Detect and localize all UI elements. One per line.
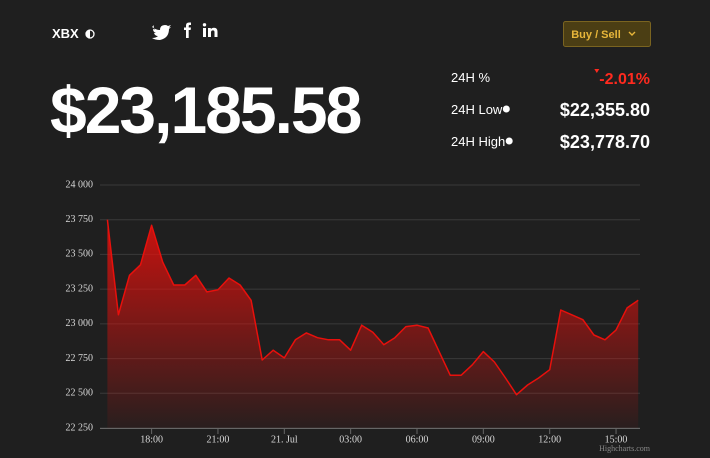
linkedin-icon[interactable] [202,23,218,37]
credit: Highcharts.com [599,444,651,453]
area [107,219,639,428]
facebook-icon[interactable] [184,22,191,39]
y-tick-label: 24 000 [66,179,94,190]
y-tick-label: 23 250 [66,283,94,294]
twitter-icon[interactable] [152,25,171,40]
button-label[interactable]: Buy / Sell [571,29,621,41]
y-tick-label: 23 000 [66,318,94,329]
y-tick-label: 23 750 [66,214,94,225]
stat-label: 24H Low [451,102,503,117]
x-tick-label: 15:00 [605,434,628,445]
stat-value: $23,778.70 [560,132,650,152]
stat-value: $22,355.80 [560,100,650,120]
x-tick-label: 18:00 [140,434,163,445]
theme-icon[interactable] [85,29,95,39]
price-line [106,219,639,396]
info-icon [502,105,510,113]
y-tick-label: 22 500 [66,388,94,399]
x-tick-label: 21:00 [207,434,230,445]
x-tick-label: 09:00 [472,434,495,445]
y-tick-label: 23 500 [66,249,94,260]
symbol: XBX [52,26,79,41]
x-tick-label: 03:00 [339,434,362,445]
stat-value: -2.01% [599,71,650,88]
info-icon [505,137,513,145]
y-tick-label: 22 250 [66,422,94,433]
x-tick-label: 06:00 [406,434,429,445]
x-tick-label: 21. Jul [271,434,298,445]
buy-sell-button[interactable]: Buy / Sell [563,21,651,47]
price: $23,185.58 [50,73,361,147]
y-tick-label: 22 750 [66,353,94,364]
stat-label: 24H High [451,134,505,149]
x-tick-label: 12:00 [538,434,561,445]
stat-label: 24H % [451,70,490,85]
down-arrow [594,69,600,73]
